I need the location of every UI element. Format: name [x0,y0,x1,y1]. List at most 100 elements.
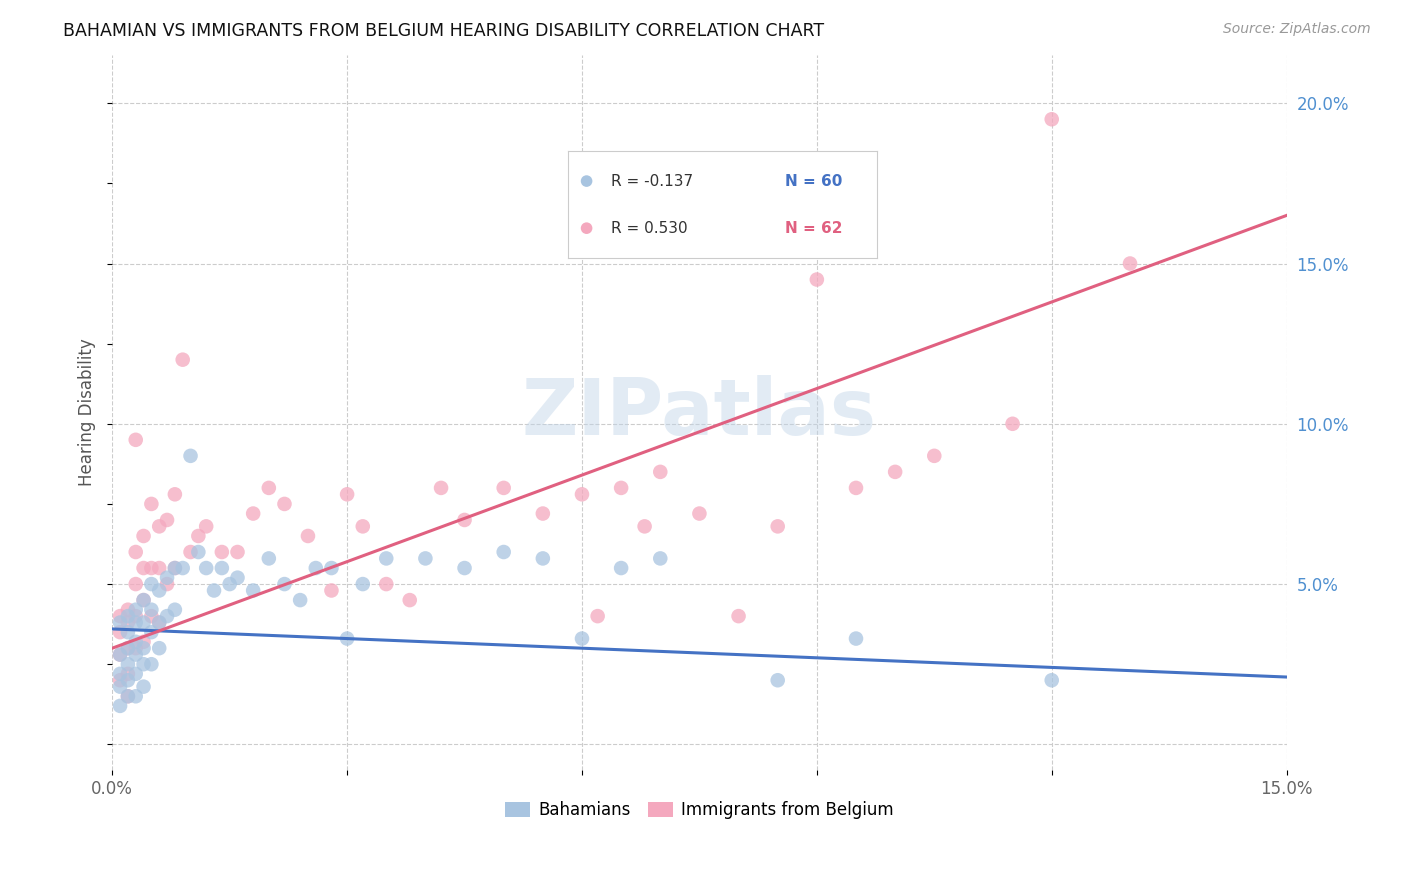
Point [845,481,868,495]
Point [108,698,131,713]
Point [117,690,139,704]
Point [453,513,475,527]
Point [453,561,475,575]
Text: R = -0.137: R = -0.137 [612,174,693,188]
Point [375,551,398,566]
Point [132,593,155,607]
Point [117,603,139,617]
Point [257,551,280,566]
Point [172,352,194,367]
Point [195,519,218,533]
Point [163,487,186,501]
Point [117,625,139,640]
Point [288,593,311,607]
Point [586,609,609,624]
Point [156,609,179,624]
Point [141,497,163,511]
Point [187,529,209,543]
Point [108,625,131,640]
Point [132,680,155,694]
Point [148,519,170,533]
Point [148,615,170,630]
Point [108,648,131,662]
Point [766,673,789,688]
Point [125,545,148,559]
Point [650,465,672,479]
Point [297,529,319,543]
Point [156,513,179,527]
Point [430,481,453,495]
Point [571,487,593,501]
Point [117,609,139,624]
Point [141,577,163,591]
Point [141,603,163,617]
Point [125,641,148,656]
Point [211,561,233,575]
Point [242,583,264,598]
Point [1040,112,1063,127]
Point [163,561,186,575]
Point [610,561,633,575]
Point [148,641,170,656]
Text: ZIPatlas: ZIPatlas [522,375,877,450]
Point [924,449,946,463]
Point [352,519,374,533]
Point [226,545,249,559]
Point [108,680,131,694]
Point [415,551,437,566]
Point [125,609,148,624]
Point [375,577,398,591]
Point [117,641,139,656]
Text: BAHAMIAN VS IMMIGRANTS FROM BELGIUM HEARING DISABILITY CORRELATION CHART: BAHAMIAN VS IMMIGRANTS FROM BELGIUM HEAR… [63,22,824,40]
Point [125,615,148,630]
Text: N = 60: N = 60 [785,174,842,188]
Point [884,465,907,479]
Point [125,648,148,662]
Point [1040,673,1063,688]
Point [156,577,179,591]
Point [650,551,672,566]
Point [688,507,710,521]
Point [610,481,633,495]
Point [108,673,131,688]
Point [571,632,593,646]
Point [156,571,179,585]
Point [132,615,155,630]
Point [163,603,186,617]
Point [117,673,139,688]
Point [148,561,170,575]
Point [148,615,170,630]
Point [117,657,139,672]
Point [845,632,868,646]
Point [117,615,139,630]
Point [1001,417,1024,431]
Point [273,577,295,591]
Point [218,577,240,591]
Point [132,641,155,656]
Text: R = 0.530: R = 0.530 [612,220,688,235]
Point [321,583,343,598]
Point [336,487,359,501]
Point [202,583,225,598]
Point [132,657,155,672]
Point [141,625,163,640]
Legend: Bahamians, Immigrants from Belgium: Bahamians, Immigrants from Belgium [499,795,900,826]
Point [117,666,139,681]
Point [180,545,202,559]
Point [108,666,131,681]
Point [531,507,554,521]
Point [125,433,148,447]
Point [575,174,598,188]
Point [132,561,155,575]
Point [117,641,139,656]
Point [305,561,328,575]
Point [273,497,295,511]
Point [108,615,131,630]
Point [141,657,163,672]
Point [132,529,155,543]
Point [108,648,131,662]
Point [531,551,554,566]
Point [125,577,148,591]
Point [492,481,515,495]
Point [108,609,131,624]
